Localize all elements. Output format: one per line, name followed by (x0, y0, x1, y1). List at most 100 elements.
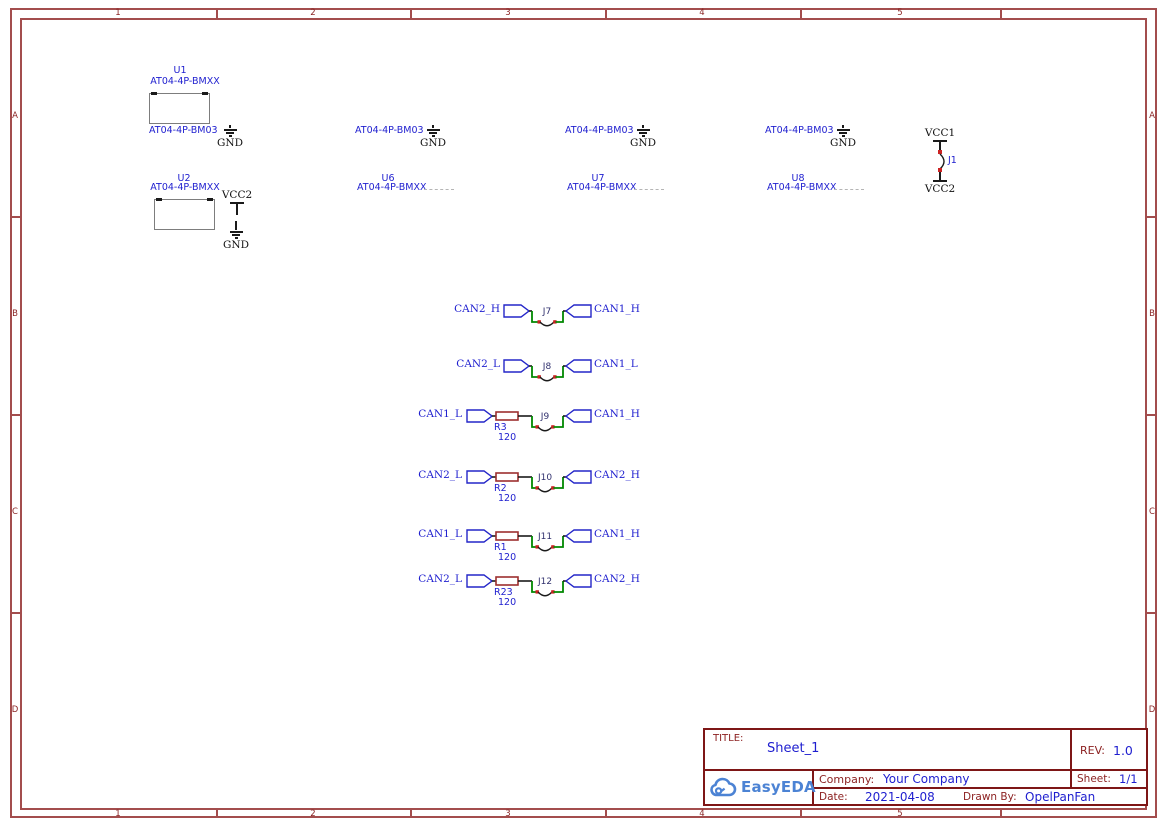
u1-component-body[interactable] (149, 93, 210, 124)
vcc2-flag[interactable]: VCC2 (222, 189, 252, 215)
u8-value-label[interactable]: AT04-4P-BMXX (767, 182, 837, 193)
netport-flag-icon[interactable] (564, 409, 592, 423)
net-label-left[interactable]: CAN1_L (418, 408, 462, 420)
netport-flag-icon[interactable] (466, 529, 494, 543)
u6-reference-label[interactable]: U6 (381, 173, 395, 184)
j1-jumper-symbol[interactable] (932, 153, 948, 170)
resistor-value-label[interactable]: 120 (498, 552, 517, 563)
jumper-symbol[interactable] (537, 591, 553, 597)
resistor-value-label[interactable]: 120 (498, 493, 517, 504)
group2-footprint-label[interactable]: AT04-4P-BM03 (355, 125, 424, 136)
wire[interactable] (553, 477, 564, 489)
wire[interactable] (555, 366, 564, 378)
date-value[interactable]: 2021-04-08 (865, 790, 935, 804)
can-row-wiring[interactable] (466, 528, 594, 555)
netport-flag-icon[interactable] (503, 359, 531, 373)
netport-flag-icon[interactable] (564, 304, 592, 318)
jumper-symbol[interactable] (539, 376, 555, 382)
netport-flag-icon[interactable] (564, 574, 592, 588)
can-row-wiring[interactable] (466, 573, 594, 600)
netport-flag-icon[interactable] (564, 470, 592, 484)
net-label-left[interactable]: CAN2_L (418, 573, 462, 585)
resistor-reference-label[interactable]: R2 (494, 483, 507, 494)
vcc1-flag[interactable]: VCC1 (925, 127, 955, 151)
net-label-right[interactable]: CAN1_L (594, 358, 638, 370)
resistor-symbol[interactable] (495, 411, 519, 421)
jumper-pad (553, 375, 557, 379)
jumper-reference-label[interactable]: J10 (537, 473, 553, 483)
jumper-symbol[interactable] (537, 426, 553, 432)
u2-component-body[interactable] (154, 199, 215, 230)
can-row-wiring[interactable] (466, 469, 594, 496)
group4-footprint-label[interactable]: AT04-4P-BM03 (765, 125, 834, 136)
jumper-symbol[interactable] (539, 321, 555, 327)
gnd-flag[interactable]: GND (419, 125, 447, 149)
rev-value[interactable]: 1.0 (1113, 743, 1133, 758)
wire[interactable] (531, 477, 537, 489)
jumper-reference-label[interactable]: J8 (542, 362, 552, 372)
resistor-symbol[interactable] (495, 576, 519, 586)
group3-footprint-label[interactable]: AT04-4P-BM03 (565, 125, 634, 136)
gnd-flag[interactable]: GND (216, 125, 244, 149)
vcc2-flag-bottom[interactable]: VCC2 (925, 172, 955, 195)
wire[interactable] (531, 366, 539, 378)
net-label-left[interactable]: CAN2_H (454, 303, 500, 315)
wire[interactable] (553, 536, 564, 548)
netport-flag-icon[interactable] (466, 409, 494, 423)
sheet-value[interactable]: 1/1 (1119, 772, 1138, 786)
u2-reference-label[interactable]: U2 (177, 173, 191, 184)
can-row-wiring[interactable] (466, 408, 594, 435)
drawn-by-value[interactable]: OpelPanFan (1025, 790, 1096, 804)
net-label-left[interactable]: CAN2_L (456, 358, 500, 370)
jumper-reference-label[interactable]: J12 (537, 577, 553, 587)
gnd-flag[interactable]: GND (629, 125, 657, 149)
netport-flag-icon[interactable] (564, 359, 592, 373)
u1-reference-label[interactable]: U1 (173, 65, 187, 76)
jumper-symbol[interactable] (537, 487, 553, 493)
u2-value-label[interactable]: AT04-4P-BMXX (150, 182, 220, 193)
netport-flag-icon[interactable] (564, 529, 592, 543)
resistor-reference-label[interactable]: R1 (494, 542, 507, 553)
resistor-reference-label[interactable]: R3 (494, 422, 507, 433)
netport-flag-icon[interactable] (503, 304, 531, 318)
net-label-left[interactable]: CAN1_L (418, 528, 462, 540)
resistor-value-label[interactable]: 120 (498, 597, 517, 608)
j1-reference-label[interactable]: J1 (948, 155, 957, 166)
netport-flag-icon[interactable] (466, 470, 494, 484)
net-label-right[interactable]: CAN1_H (594, 528, 640, 540)
u1-value-label[interactable]: AT04-4P-BMXX (150, 76, 220, 87)
jumper-reference-label[interactable]: J9 (540, 412, 550, 422)
gnd-flag[interactable]: GND (222, 221, 250, 251)
jumper-reference-label[interactable]: J7 (542, 307, 552, 317)
net-label-right[interactable]: CAN2_H (594, 469, 640, 481)
company-value[interactable]: Your Company (883, 772, 970, 786)
gnd-flag[interactable]: GND (829, 125, 857, 149)
resistor-symbol[interactable] (495, 531, 519, 541)
can-row-wiring[interactable] (503, 358, 594, 385)
resistor-value-label[interactable]: 120 (498, 432, 517, 443)
netport-flag-icon[interactable] (466, 574, 494, 588)
u6-value-label[interactable]: AT04-4P-BMXX (357, 182, 427, 193)
wire[interactable] (553, 581, 564, 593)
u1-footprint-label[interactable]: AT04-4P-BM03 (149, 125, 218, 136)
jumper-reference-label[interactable]: J11 (537, 532, 553, 542)
net-label-left[interactable]: CAN2_L (418, 469, 462, 481)
u7-value-label[interactable]: AT04-4P-BMXX (567, 182, 637, 193)
net-label-right[interactable]: CAN1_H (594, 408, 640, 420)
net-label-right[interactable]: CAN1_H (594, 303, 640, 315)
wire[interactable] (531, 311, 539, 323)
wire[interactable] (531, 416, 537, 428)
resistor-reference-label[interactable]: R23 (494, 587, 513, 598)
wire[interactable] (531, 581, 537, 593)
u7-reference-label[interactable]: U7 (591, 173, 605, 184)
u8-reference-label[interactable]: U8 (791, 173, 805, 184)
jumper-symbol[interactable] (537, 546, 553, 552)
wire[interactable] (531, 536, 537, 548)
sheet-title-value[interactable]: Sheet_1 (767, 741, 820, 756)
resistor-symbol[interactable] (495, 472, 519, 482)
can-row-wiring[interactable] (503, 303, 594, 330)
net-label-right[interactable]: CAN2_H (594, 573, 640, 585)
wire[interactable] (555, 311, 564, 323)
wire[interactable] (553, 416, 564, 428)
